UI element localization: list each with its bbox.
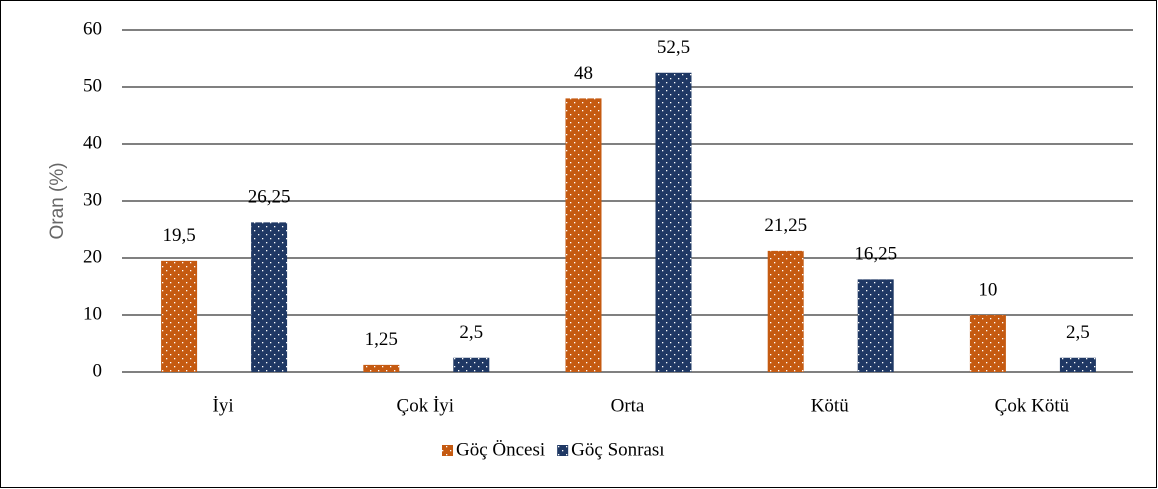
y-tick-label: 40 bbox=[83, 132, 102, 153]
bar bbox=[969, 315, 1006, 372]
data-label: 21,25 bbox=[764, 215, 807, 236]
bar bbox=[363, 364, 400, 372]
legend-swatch bbox=[557, 445, 569, 456]
bar bbox=[1059, 357, 1096, 372]
x-tick-label: İyi bbox=[213, 395, 234, 416]
bar bbox=[565, 98, 602, 373]
data-label: 2,5 bbox=[1066, 322, 1090, 343]
x-tick-label: Çok İyi bbox=[397, 395, 455, 416]
data-label: 16,25 bbox=[854, 244, 897, 265]
y-tick-label: 20 bbox=[83, 246, 102, 267]
data-label: 48 bbox=[574, 63, 593, 84]
x-tick-label: Orta bbox=[611, 395, 645, 416]
y-tick-label: 50 bbox=[83, 75, 102, 96]
data-label: 2,5 bbox=[459, 322, 483, 343]
bar bbox=[655, 72, 692, 372]
bar bbox=[857, 279, 894, 372]
bar bbox=[161, 260, 198, 372]
legend-swatch bbox=[442, 445, 453, 456]
x-tick-label: Çok Kötü bbox=[995, 395, 1070, 416]
data-label: 52,5 bbox=[657, 37, 690, 58]
legend-label: Göç Öncesi bbox=[456, 439, 545, 460]
y-tick-label: 30 bbox=[83, 189, 102, 210]
legend-label: Göç Sonrası bbox=[571, 439, 664, 460]
y-axis-label: Oran (%) bbox=[47, 162, 68, 239]
data-label: 26,25 bbox=[248, 187, 291, 208]
bar bbox=[767, 250, 804, 372]
bar bbox=[453, 357, 490, 372]
bar bbox=[251, 222, 288, 372]
y-tick-label: 10 bbox=[83, 303, 102, 324]
data-label: 19,5 bbox=[162, 225, 195, 246]
data-label: 10 bbox=[978, 279, 997, 300]
y-tick-label: 0 bbox=[93, 360, 103, 381]
y-tick-label: 60 bbox=[83, 18, 102, 39]
x-tick-label: Kötü bbox=[811, 395, 850, 416]
data-label: 1,25 bbox=[365, 329, 398, 350]
